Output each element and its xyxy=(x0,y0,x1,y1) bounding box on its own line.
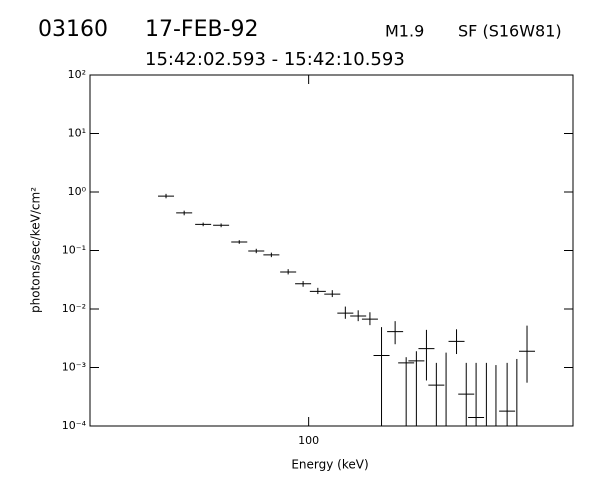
y-tick-label: 10¹ xyxy=(68,127,86,140)
y-axis-label: photons/sec/keV/cm² xyxy=(29,187,43,313)
y-tick-label: 10⁰ xyxy=(68,185,87,198)
x-axis-label: Energy (keV) xyxy=(291,458,368,472)
obs-id: 03160 xyxy=(38,17,108,42)
y-tick-label: 10⁻⁴ xyxy=(62,419,87,432)
flare-location: SF (S16W81) xyxy=(458,22,562,41)
y-tick-label: 10⁻³ xyxy=(62,361,86,374)
y-tick-label: 10⁻² xyxy=(62,302,86,315)
time-interval: 15:42:02.593 - 15:42:10.593 xyxy=(145,49,405,70)
flare-class: M1.9 xyxy=(385,22,424,41)
x-tick-label: 100 xyxy=(298,434,319,447)
y-tick-label: 10² xyxy=(68,68,86,81)
plot-frame xyxy=(89,74,574,427)
obs-date: 17-FEB-92 xyxy=(145,17,259,42)
y-tick-label: 10⁻¹ xyxy=(62,244,86,257)
plot-area xyxy=(158,193,536,426)
